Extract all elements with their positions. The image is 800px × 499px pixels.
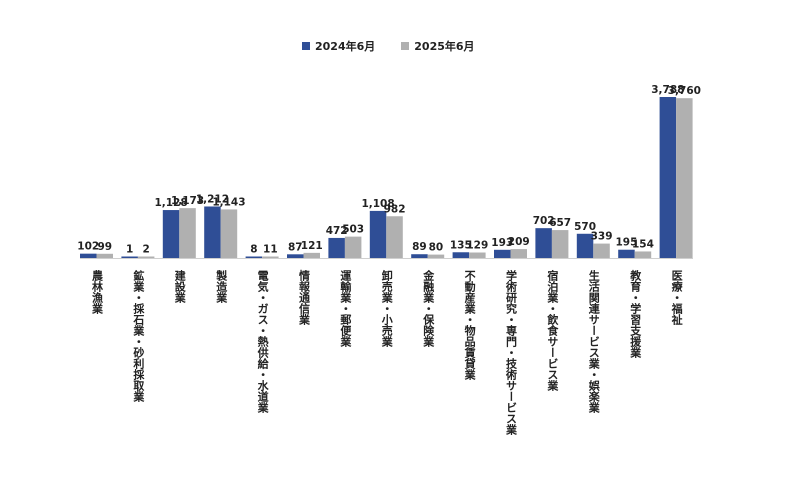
bar-2025-8 [427,254,445,258]
category-label-9: 不動産業・物品賃貸業 [463,270,477,381]
data-label-2024-3: 1,212 [196,193,229,205]
data-label-2024-6: 472 [326,225,348,237]
data-label-2024-9: 135 [450,239,472,251]
data-label-2024-4: 8 [250,244,257,256]
legend-swatch-2024 [302,42,310,50]
bar-2024-0 [80,253,97,258]
data-label-2024-7: 1,108 [361,198,394,210]
bar-2025-12 [593,243,610,258]
bar-2025-9 [469,252,486,258]
bar-2024-2 [162,210,180,258]
data-label-2024-5: 87 [288,241,303,253]
data-label-2024-0: 102 [77,241,99,253]
data-label-2025-2: 1,173 [171,195,204,207]
data-label-2024-12: 570 [574,221,596,233]
bar-2024-13 [618,249,635,258]
bar-2025-0 [96,253,113,258]
legend-item-2025: 2025年6月 [401,38,475,54]
bar-2025-2 [179,208,196,258]
data-label-2025-8: 80 [429,242,444,254]
bar-2025-6 [344,236,362,258]
bar-2025-11 [551,230,569,258]
bar-2024-1 [121,256,138,258]
legend: 2024年6月 2025年6月 [302,38,475,54]
category-label-10: 学術研究・専門・技術サービス業 [505,269,519,436]
legend-label-2024: 2024年6月 [315,40,376,53]
category-label-5: 情報通信業 [298,269,312,326]
category-label-12: 生活関連サービス業・娯楽業 [587,269,601,414]
bar-2024-12 [576,233,594,258]
data-label-2025-0: 99 [97,241,112,253]
category-label-11: 宿泊業・飲食サービス業 [546,269,560,392]
data-label-2025-5: 121 [301,240,323,252]
data-label-2025-13: 154 [632,238,654,250]
category-label-14: 医療・福祉 [670,270,684,326]
bar-2025-5 [303,252,320,258]
bar-2024-10 [494,249,511,258]
legend-item-2024: 2024年6月 [302,38,375,54]
data-label-2025-1: 2 [142,244,149,256]
data-label-2025-11: 657 [549,217,571,229]
bar-2025-13 [634,251,652,258]
data-label-2025-6: 503 [342,224,364,236]
data-label-2025-14: 3,760 [668,85,701,97]
bar-2024-9 [452,252,470,258]
data-label-2024-8: 89 [412,241,427,253]
bar-2024-5 [287,254,304,258]
bar-2024-6 [328,237,345,258]
bar-2025-7 [386,216,403,258]
data-label-2025-10: 209 [508,236,530,248]
category-label-3: 製造業 [215,269,229,304]
data-label-2024-1: 1 [126,244,133,256]
category-label-8: 金融業・保険業 [422,269,436,348]
data-label-2024-11: 702 [533,215,555,227]
data-label-2024-13: 195 [615,237,637,249]
category-label-13: 教育・学習支援業 [629,269,643,359]
data-label-2025-3: 1,143 [212,196,245,208]
bar-2024-14 [659,97,677,258]
bar-2024-11 [535,228,552,258]
bar-2025-3 [220,209,238,258]
bar-2024-3 [204,206,221,258]
data-label-2025-12: 339 [591,231,613,243]
category-label-2: 建設業 [173,269,187,304]
data-label-2024-14: 3,788 [651,84,684,96]
bar-2025-14 [676,98,693,259]
data-label-2024-2: 1,128 [154,197,187,209]
category-label-6: 運輸業・郵便業 [339,270,353,348]
legend-label-2025: 2025年6月 [414,40,475,53]
bar-2024-4 [245,256,263,258]
bar-2025-1 [137,256,155,258]
bar-2024-7 [369,210,387,258]
category-label-4: 電気・ガス・熱供給・水道業 [256,270,270,414]
data-label-2025-4: 11 [263,244,278,256]
bar-2025-4 [262,256,279,258]
category-label-0: 農林漁業 [91,269,105,315]
data-label-2025-7: 982 [384,203,406,215]
bar-2024-8 [411,254,428,258]
category-label-7: 卸売業・小売業 [380,269,394,348]
category-label-1: 鉱業・採石業・砂利採取業 [132,269,146,403]
data-label-2024-10: 193 [491,237,513,249]
legend-swatch-2025 [401,42,410,50]
data-label-2025-9: 129 [466,240,488,252]
bar-2025-10 [510,249,527,258]
